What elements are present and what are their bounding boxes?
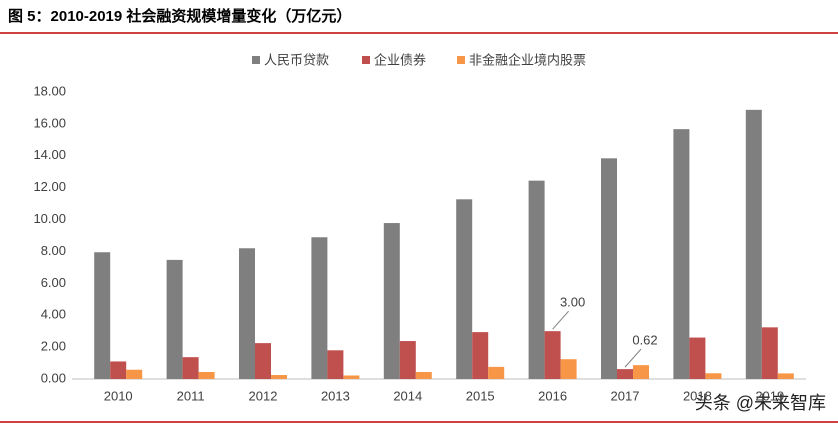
legend-swatch	[457, 56, 465, 64]
x-tick-label: 2011	[177, 388, 205, 403]
legend-label: 非金融企业境内股票	[469, 52, 586, 67]
y-tick-label: 8.00	[41, 243, 66, 258]
bar	[705, 373, 722, 379]
y-tick-label: 12.00	[33, 179, 66, 194]
label-leader	[624, 348, 642, 368]
bar	[633, 365, 649, 379]
y-tick-label: 16.00	[33, 115, 66, 130]
bar	[255, 343, 271, 379]
bar	[383, 223, 400, 379]
bar	[182, 357, 199, 379]
x-tick-label: 2012	[249, 388, 278, 403]
bar	[239, 248, 255, 379]
bar	[198, 371, 215, 379]
x-tick-label: 2016	[538, 388, 567, 403]
bar	[399, 341, 416, 379]
y-tick-label: 2.00	[41, 339, 66, 354]
bar	[311, 237, 328, 379]
bar	[601, 158, 617, 379]
legend-swatch	[252, 56, 260, 64]
y-tick-label: 18.00	[33, 83, 66, 98]
bar	[110, 361, 127, 379]
legend-label: 企业债券	[374, 52, 426, 67]
bar	[415, 371, 432, 379]
bar	[327, 350, 344, 379]
watermark: 头条 @未来智库	[695, 393, 826, 413]
bar	[126, 369, 143, 379]
x-tick-label: 2010	[104, 388, 133, 403]
x-tick-label: 2015	[466, 388, 495, 403]
bar	[617, 369, 633, 379]
bar	[528, 180, 545, 379]
x-tick-label: 2019	[755, 388, 784, 403]
x-tick-label: 2014	[393, 388, 422, 403]
bar	[271, 375, 287, 379]
bar	[689, 337, 706, 379]
bar	[761, 327, 778, 379]
y-tick-label: 4.00	[41, 307, 66, 322]
y-tick-label: 0.00	[41, 370, 66, 385]
bar	[745, 109, 762, 379]
bar	[343, 375, 360, 379]
bar	[472, 332, 489, 379]
bar	[560, 359, 577, 379]
data-label: 3.00	[560, 295, 585, 310]
chart-title: 图 5：2010-2019 社会融资规模增量变化（万亿元）	[8, 7, 351, 25]
bar	[544, 331, 561, 379]
y-tick-label: 14.00	[33, 147, 66, 162]
x-tick-label: 2018	[683, 388, 712, 403]
bar	[166, 259, 183, 379]
x-tick-label: 2013	[321, 388, 350, 403]
bar	[94, 252, 111, 379]
label-leader	[552, 310, 569, 330]
bar	[488, 366, 505, 379]
y-tick-label: 10.00	[33, 211, 66, 226]
x-tick-label: 2017	[611, 388, 640, 403]
data-label: 0.62	[632, 333, 657, 348]
bar	[673, 129, 690, 379]
bar	[777, 373, 794, 379]
legend-label: 人民币贷款	[264, 52, 329, 67]
legend-swatch	[362, 56, 370, 64]
bar	[456, 199, 473, 379]
y-tick-label: 6.00	[41, 275, 66, 290]
